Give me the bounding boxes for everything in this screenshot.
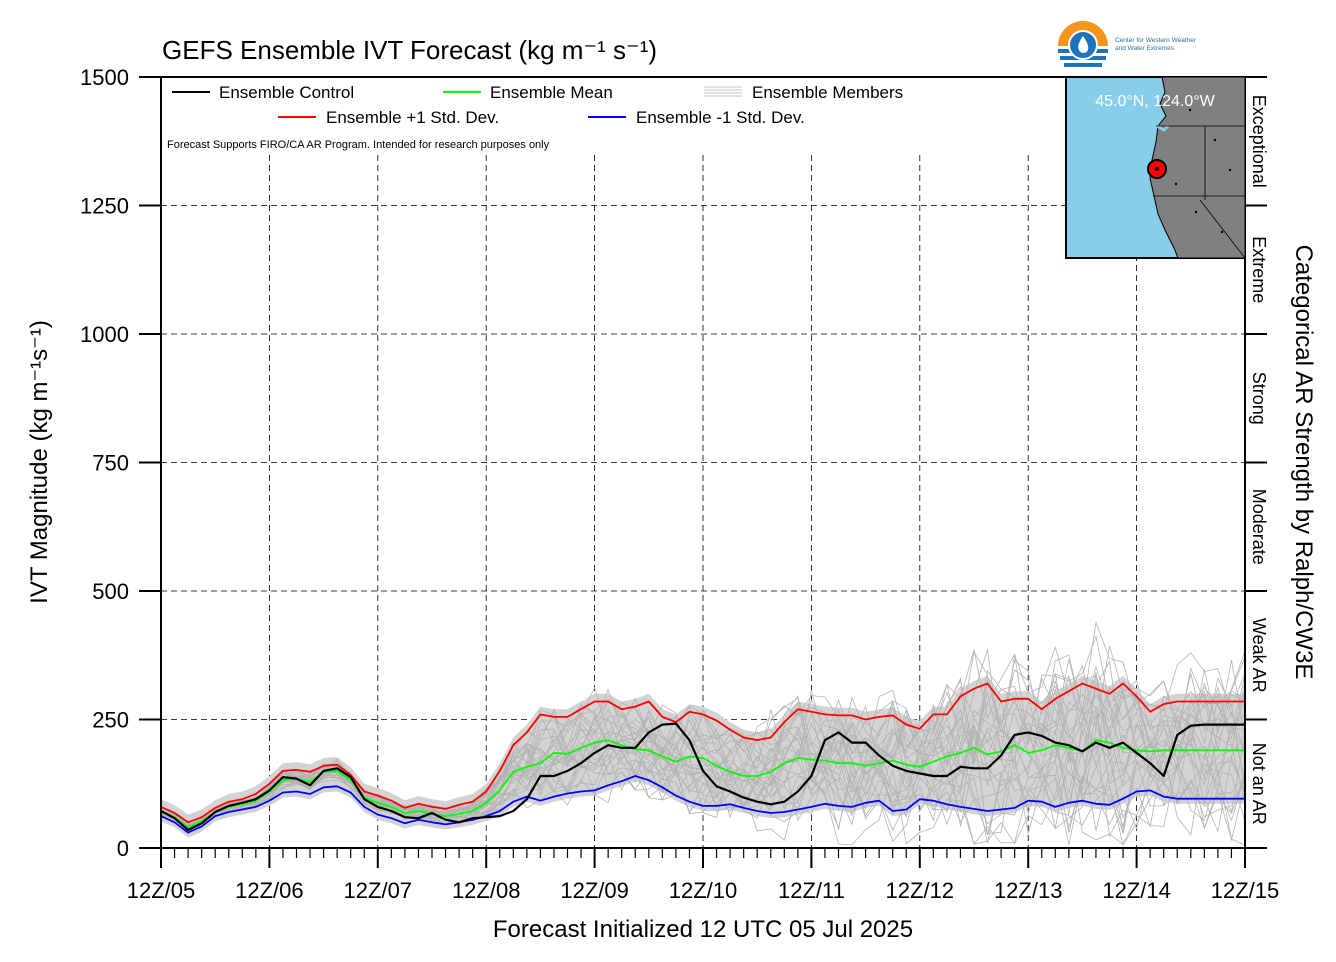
- x-tick-label: 12Z/09: [560, 878, 629, 903]
- inset-map-coords: 45.0°N, 124.0°W: [1095, 93, 1215, 110]
- member-line: [160, 729, 1246, 835]
- right-category-label: Not an AR: [1249, 743, 1269, 825]
- x-tick-label: 12Z/06: [235, 878, 304, 903]
- right-category-label: Strong: [1249, 372, 1269, 425]
- member-line: [160, 680, 1246, 826]
- legend: Ensemble Control Ensemble Mean Ensemble …: [167, 83, 903, 151]
- right-category-label: Moderate: [1249, 489, 1269, 565]
- x-tick-label: 12Z/08: [452, 878, 521, 903]
- x-tick-label: 12Z/13: [994, 878, 1063, 903]
- y-tick-label: 750: [92, 451, 129, 476]
- legend-control-label: Ensemble Control: [219, 83, 354, 102]
- series-ensemble-1-std-dev-: [160, 775, 1245, 834]
- grid-lines: [161, 155, 1245, 848]
- series-ensemble-mean: [160, 739, 1245, 829]
- right-category-label: Extreme: [1249, 236, 1269, 303]
- inset-map-sound: [1149, 120, 1170, 132]
- right-category-axis: Not an AR Weak AR Moderate Strong Extreme Exc…: [1245, 76, 1269, 849]
- chart-title: GEFS Ensemble IVT Forecast (kg m⁻¹ s⁻¹): [162, 35, 657, 65]
- member-line: [160, 688, 1246, 829]
- series-ensemble-control: [160, 722, 1245, 832]
- y-tick-label: 0: [117, 836, 129, 861]
- inset-map: 45.0°N, 124.0°W: [1065, 76, 1246, 259]
- member-line: [160, 722, 1246, 830]
- logo-line2: and Water Extremes: [1115, 45, 1175, 52]
- inset-map-land: [1149, 76, 1246, 259]
- right-axis-label: Categorical AR Strength by Ralph/CW3E: [1290, 245, 1317, 680]
- right-category-label: Weak AR: [1249, 618, 1269, 693]
- legend-mean-label: Ensemble Mean: [490, 83, 613, 102]
- series-ensemble-1-std-dev-: [160, 682, 1245, 824]
- logo-line1: Center for Western Weather: [1115, 37, 1197, 44]
- right-category-label: Exceptional: [1249, 95, 1269, 188]
- member-line: [160, 620, 1246, 828]
- cw3e-logo: Center for Western Weather and Water Ext…: [1058, 21, 1197, 72]
- member-line: [160, 650, 1246, 826]
- x-tick-label: 12Z/10: [669, 878, 738, 903]
- legend-plus-label: Ensemble +1 Std. Dev.: [326, 108, 499, 127]
- series-lines: [160, 682, 1245, 834]
- x-tick-label: 12Z/12: [886, 878, 955, 903]
- legend-members-swatch: [704, 86, 742, 97]
- y-tick-label: 1500: [80, 65, 129, 90]
- x-tick-label: 12Z/05: [127, 878, 196, 903]
- y-axis-ticks: 0 250 500 750 1000 1250 1500: [80, 65, 161, 861]
- y-axis-label: IVT Magnitude (kg m⁻¹s⁻¹): [26, 320, 53, 604]
- inset-map-lakes: [1174, 108, 1232, 234]
- inset-map-borders: [1153, 125, 1246, 259]
- legend-minus-label: Ensemble -1 Std. Dev.: [636, 108, 805, 127]
- x-tick-label: 12Z/11: [778, 878, 845, 903]
- member-line: [160, 741, 1246, 832]
- x-tick-label: 12Z/14: [1102, 878, 1171, 903]
- location-marker-center: [1155, 167, 1159, 171]
- y-tick-label: 250: [92, 708, 129, 733]
- y-tick-label: 500: [92, 579, 129, 604]
- y-tick-label: 1250: [80, 194, 129, 219]
- x-axis-label: Forecast Initialized 12 UTC 05 Jul 2025: [493, 916, 913, 943]
- x-tick-label: 12Z/15: [1211, 878, 1280, 903]
- member-line: [160, 740, 1246, 845]
- research-note: Forecast Supports FIRO/CA AR Program. In…: [167, 139, 550, 151]
- x-axis-ticks: 12Z/05 12Z/06 12Z/07 12Z/08 12Z/09 12Z/10 12Z/…: [127, 848, 1280, 903]
- member-line: [160, 751, 1246, 846]
- legend-members-label: Ensemble Members: [752, 83, 903, 102]
- y-tick-label: 1000: [80, 322, 129, 347]
- x-tick-label: 12Z/07: [344, 878, 413, 903]
